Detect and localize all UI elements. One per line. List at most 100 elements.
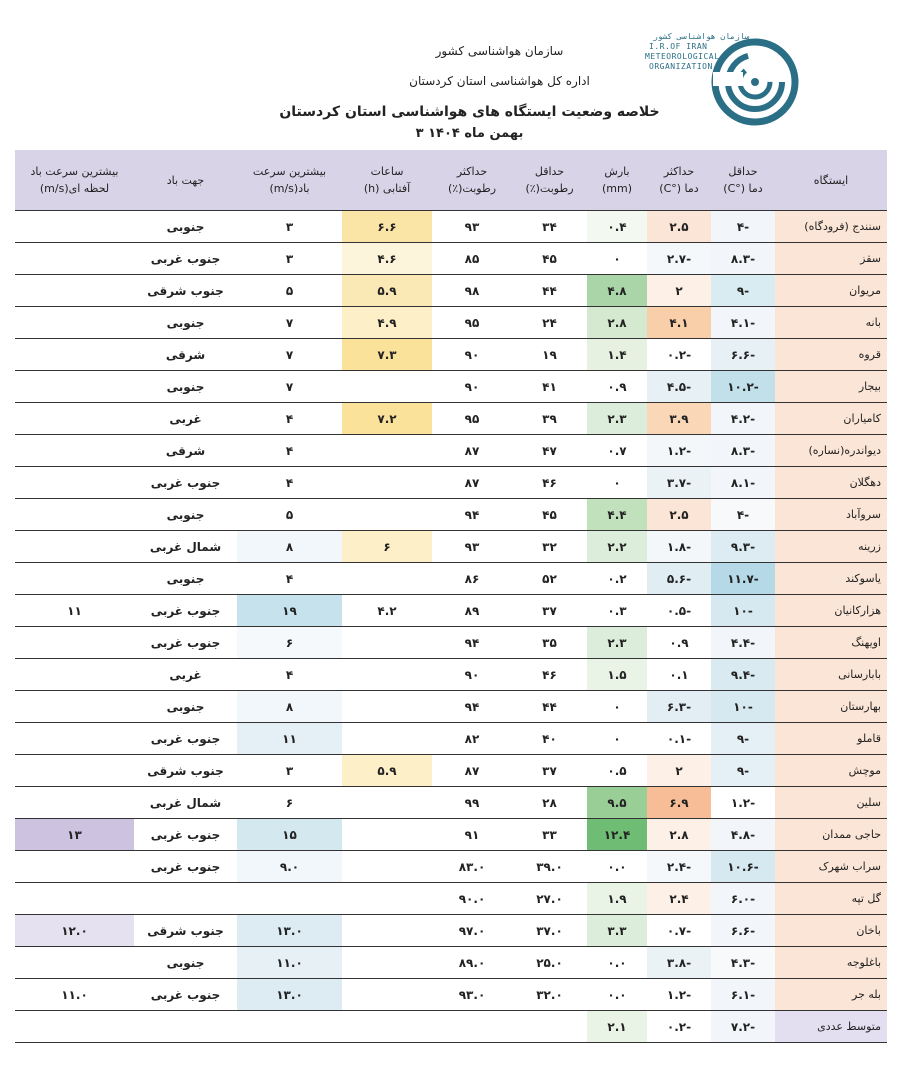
cell-min-humidity bbox=[512, 1010, 587, 1043]
cell-max-wind-speed: ۳ bbox=[237, 754, 342, 787]
cell-station: متوسط عددی bbox=[775, 1010, 887, 1043]
cell-min-humidity: ۴۴ bbox=[512, 274, 587, 307]
cell-min-humidity: ۳۹ bbox=[512, 402, 587, 435]
cell-station: گل تپه bbox=[775, 882, 887, 915]
column-header-unit: رطوبت(٪) bbox=[525, 182, 574, 195]
cell-max-temp: ۲ bbox=[647, 754, 711, 787]
cell-min-humidity: ۴۰ bbox=[512, 722, 587, 755]
cell-wind-direction: جنوبی bbox=[134, 210, 237, 243]
cell-max-gust bbox=[15, 690, 134, 723]
cell-max-gust bbox=[15, 274, 134, 307]
cell-sunshine-hours: ۴.۲ bbox=[342, 594, 432, 627]
cell-max-temp: -۲.۴ bbox=[647, 850, 711, 883]
cell-max-humidity: ۹۰ bbox=[432, 658, 512, 691]
cell-min-temp: -۹ bbox=[711, 722, 775, 755]
column-header-label: ساعات bbox=[370, 165, 404, 178]
cell-min-humidity: ۳۷ bbox=[512, 754, 587, 787]
table-row: سلین -۱.۲ ۶.۹ ۹.۵ ۲۸ ۹۹ ۶ شمال غربی bbox=[15, 786, 887, 819]
column-header-label: جهت باد bbox=[166, 173, 205, 187]
cell-sunshine-hours bbox=[342, 370, 432, 403]
table-row: موچش -۹ ۲ ۰.۵ ۳۷ ۸۷ ۵.۹ ۳ جنوب شرقی bbox=[15, 754, 887, 787]
column-header-sunshine-hours: ساعات آفتابی (h) bbox=[342, 150, 432, 211]
cell-sunshine-hours bbox=[342, 498, 432, 531]
column-header-label: بیشترین سرعت bbox=[252, 165, 327, 178]
cell-precip: ۱.۹ bbox=[587, 882, 647, 915]
cell-wind-direction: جنوبی bbox=[134, 306, 237, 339]
cell-min-temp: -۱۰.۶ bbox=[711, 850, 775, 883]
cell-station: حاجی ممدان bbox=[775, 818, 887, 851]
cell-min-humidity: ۴۵ bbox=[512, 498, 587, 531]
column-header-min-temp: حداقل دما (°C) bbox=[711, 150, 775, 211]
cell-wind-direction: جنوب شرقی bbox=[134, 914, 237, 947]
table-row: قروه -۶.۶ -۰.۲ ۱.۴ ۱۹ ۹۰ ۷.۳ ۷ شرقی bbox=[15, 338, 887, 371]
table-row: اویهنگ -۴.۴ ۰.۹ ۲.۳ ۳۵ ۹۴ ۶ جنوب غربی bbox=[15, 626, 887, 659]
cell-precip: ۱۲.۴ bbox=[587, 818, 647, 851]
table-header-row: ایستگاه حداقل دما (°C) حداکثر دما (°C) بارش (m… bbox=[15, 150, 887, 211]
cell-max-temp: ۰.۱ bbox=[647, 658, 711, 691]
cell-wind-direction: جنوبی bbox=[134, 946, 237, 979]
cell-max-temp: -۶.۳ bbox=[647, 690, 711, 723]
cell-max-humidity: ۹۰.۰ bbox=[432, 882, 512, 915]
cell-max-wind-speed: ۵ bbox=[237, 274, 342, 307]
cell-min-temp: -۱۰ bbox=[711, 690, 775, 723]
cell-precip: ۴.۸ bbox=[587, 274, 647, 307]
cell-max-wind-speed: ۵ bbox=[237, 498, 342, 531]
cell-min-temp: -۹ bbox=[711, 754, 775, 787]
cell-station: سروآباد bbox=[775, 498, 887, 531]
cell-min-temp: -۹.۴ bbox=[711, 658, 775, 691]
cell-max-wind-speed: ۱۳.۰ bbox=[237, 978, 342, 1011]
cell-station: بابارسانی bbox=[775, 658, 887, 691]
table-row: متوسط عددی -۷.۲ -۰.۲ ۲.۱ bbox=[15, 1010, 887, 1043]
cell-max-temp: -۱.۲ bbox=[647, 978, 711, 1011]
table-row: سراب شهرک -۱۰.۶ -۲.۴ ۰.۰ ۳۹.۰ ۸۳.۰ ۹.۰ جنوب غرب… bbox=[15, 850, 887, 883]
cell-max-humidity: ۹۵ bbox=[432, 306, 512, 339]
cell-min-humidity: ۴۶ bbox=[512, 658, 587, 691]
cell-sunshine-hours bbox=[342, 658, 432, 691]
cell-min-temp: -۹.۳ bbox=[711, 530, 775, 563]
cell-station: باغلوجه bbox=[775, 946, 887, 979]
column-header-unit: دما (°C) bbox=[723, 182, 763, 195]
cell-max-temp: ۰.۹ bbox=[647, 626, 711, 659]
cell-min-humidity: ۴۴ bbox=[512, 690, 587, 723]
cell-max-wind-speed: ۸ bbox=[237, 530, 342, 563]
column-header-max-gust: بیشترین سرعت باد لحظه ای(m/s) bbox=[15, 150, 134, 211]
cell-min-temp: -۴.۳ bbox=[711, 946, 775, 979]
cell-sunshine-hours bbox=[342, 466, 432, 499]
table-row: کامیاران -۴.۲ ۳.۹ ۲.۳ ۳۹ ۹۵ ۷.۲ ۴ غربی bbox=[15, 402, 887, 435]
cell-precip: ۰.۲ bbox=[587, 562, 647, 595]
cell-precip: ۰ bbox=[587, 722, 647, 755]
cell-max-wind-speed: ۴ bbox=[237, 402, 342, 435]
column-header-min-humidity: حداقل رطوبت(٪) bbox=[512, 150, 587, 211]
cell-station: بله جر bbox=[775, 978, 887, 1011]
cell-min-temp: -۸.۳ bbox=[711, 434, 775, 467]
cell-min-temp: -۷.۲ bbox=[711, 1010, 775, 1043]
table-row: دهگلان -۸.۱ -۳.۷ ۰ ۴۶ ۸۷ ۴ جنوب غربی bbox=[15, 466, 887, 499]
cell-max-temp: -۰.۵ bbox=[647, 594, 711, 627]
table-row: زرینه -۹.۳ -۱.۸ ۲.۲ ۳۲ ۹۳ ۶ ۸ شمال غربی bbox=[15, 530, 887, 563]
cell-min-temp: -۱۰ bbox=[711, 594, 775, 627]
cell-min-temp: -۶.۱ bbox=[711, 978, 775, 1011]
cell-max-temp: ۲.۸ bbox=[647, 818, 711, 851]
column-header-wind-direction: جهت باد bbox=[134, 150, 237, 211]
cell-sunshine-hours bbox=[342, 434, 432, 467]
cell-station: سراب شهرک bbox=[775, 850, 887, 883]
cell-min-temp: -۴.۲ bbox=[711, 402, 775, 435]
cell-station: هزارکانیان bbox=[775, 594, 887, 627]
cell-precip: ۰.۹ bbox=[587, 370, 647, 403]
cell-wind-direction: شرقی bbox=[134, 338, 237, 371]
cell-min-temp: -۹ bbox=[711, 274, 775, 307]
cell-max-temp: -۰.۱ bbox=[647, 722, 711, 755]
cell-max-humidity: ۸۲ bbox=[432, 722, 512, 755]
cell-max-temp: ۴.۱ bbox=[647, 306, 711, 339]
cell-max-gust bbox=[15, 530, 134, 563]
cell-max-humidity: ۹۳ bbox=[432, 530, 512, 563]
cell-max-wind-speed: ۳ bbox=[237, 210, 342, 243]
cell-max-wind-speed bbox=[237, 882, 342, 915]
cell-max-wind-speed: ۷ bbox=[237, 370, 342, 403]
table-row: بانه -۴.۱ ۴.۱ ۲.۸ ۲۴ ۹۵ ۴.۹ ۷ جنوبی bbox=[15, 306, 887, 339]
column-header-label: حداکثر bbox=[456, 165, 488, 178]
cell-min-humidity: ۳۷ bbox=[512, 594, 587, 627]
table-row: سقز -۸.۳ -۲.۷ ۰ ۴۵ ۸۵ ۴.۶ ۳ جنوب غربی bbox=[15, 242, 887, 275]
cell-precip: ۲.۱ bbox=[587, 1010, 647, 1043]
cell-precip: ۰ bbox=[587, 242, 647, 275]
